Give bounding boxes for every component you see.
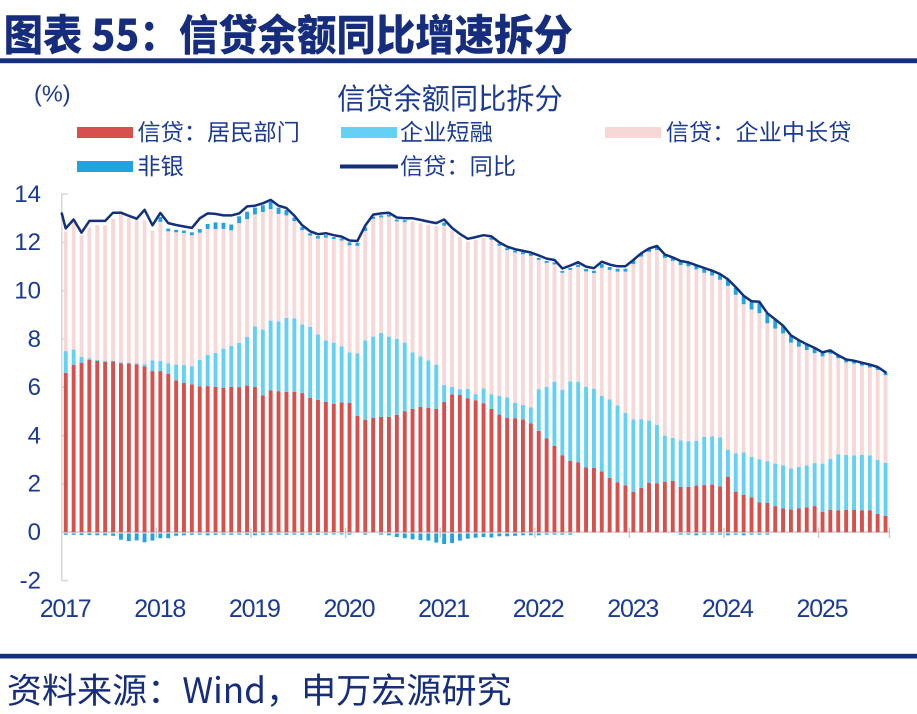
svg-text:12: 12: [14, 229, 41, 256]
svg-text:2018: 2018: [134, 595, 186, 623]
svg-text:(%): (%): [34, 81, 71, 107]
svg-text:0: 0: [28, 519, 41, 546]
svg-text:6: 6: [28, 374, 41, 401]
svg-text:2020: 2020: [324, 595, 376, 623]
svg-text:2019: 2019: [229, 595, 281, 623]
svg-text:2024: 2024: [702, 595, 754, 623]
svg-text:14: 14: [14, 181, 41, 208]
svg-text:2022: 2022: [513, 595, 565, 623]
svg-text:8: 8: [28, 326, 41, 353]
svg-text:2023: 2023: [607, 595, 659, 623]
svg-text:2025: 2025: [797, 595, 849, 623]
svg-text:2021: 2021: [418, 595, 470, 623]
svg-text:-2: -2: [20, 567, 41, 594]
svg-text:2: 2: [28, 471, 41, 498]
svg-text:2017: 2017: [40, 595, 92, 623]
svg-text:4: 4: [28, 422, 41, 449]
svg-text:10: 10: [14, 278, 41, 305]
